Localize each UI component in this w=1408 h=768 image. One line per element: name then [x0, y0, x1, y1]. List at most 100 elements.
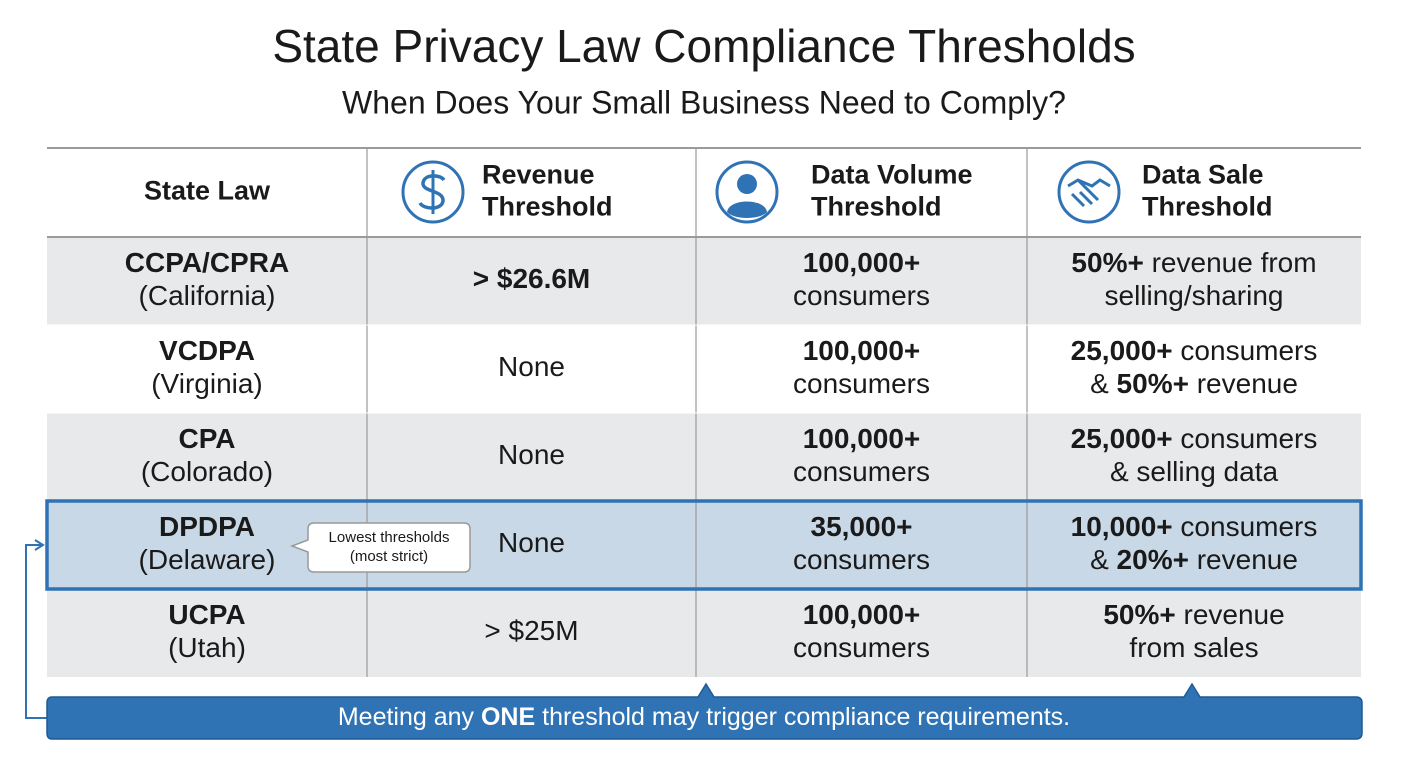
cell-text: 50%+ revenue: [1103, 599, 1284, 630]
cell-text: 100,000+: [803, 599, 921, 630]
text-segment: (Delaware): [139, 544, 276, 575]
cell-text: (Colorado): [141, 456, 273, 487]
text-segment: ONE: [481, 703, 535, 731]
text-segment: from sales: [1129, 632, 1258, 663]
revenue-icon: [401, 160, 465, 224]
cell-text: consumers: [793, 632, 930, 663]
highlight-border: [45, 499, 1363, 591]
text-segment: consumers: [1173, 335, 1318, 366]
text-segment: Meeting any: [338, 703, 481, 731]
column-header: Data Volume: [811, 160, 973, 190]
text-segment: None: [498, 527, 565, 558]
text-segment: revenue: [1176, 599, 1285, 630]
text-segment: UCPA: [168, 599, 245, 630]
row-background: [47, 413, 1361, 501]
text-segment: consumers: [1173, 423, 1318, 454]
column-header: Revenue: [482, 160, 595, 190]
text-segment: consumers: [1173, 511, 1318, 542]
subtitle: When Does Your Small Business Need to Co…: [342, 84, 1066, 120]
text-segment: 50%+: [1071, 247, 1143, 278]
column-header: State Law: [144, 176, 271, 206]
cell-text: None: [498, 439, 565, 470]
cell-text: (Utah): [168, 632, 246, 663]
text-segment: None: [498, 439, 565, 470]
text-segment: selling/sharing: [1105, 280, 1284, 311]
text-segment: revenue: [1189, 368, 1298, 399]
text-segment: DPDPA: [159, 511, 255, 542]
footer-banner: [46, 682, 1363, 740]
cell-text: 100,000+: [803, 335, 921, 366]
text-segment: VCDPA: [159, 335, 255, 366]
cell-text: 35,000+: [811, 511, 913, 542]
text-segment: 100,000+: [803, 335, 921, 366]
column-header: Threshold: [811, 192, 942, 222]
cell-text: consumers: [793, 544, 930, 575]
cell-text: from sales: [1129, 632, 1258, 663]
text-segment: 50%+: [1117, 368, 1189, 399]
text-segment: CPA: [178, 423, 235, 454]
text-segment: CCPA/CPRA: [125, 247, 289, 278]
cell-text: consumers: [793, 280, 930, 311]
cell-text: DPDPA: [159, 511, 255, 542]
text-segment: consumers: [793, 632, 930, 663]
cell-text: UCPA: [168, 599, 245, 630]
text-segment: & selling data: [1110, 456, 1279, 487]
cell-text: 25,000+ consumers: [1071, 423, 1318, 454]
row-background: [47, 237, 1361, 325]
text-segment: (Utah): [168, 632, 246, 663]
cell-text: > $26.6M: [473, 263, 591, 294]
bracket-line: [25, 544, 47, 719]
cell-text: (Delaware): [139, 544, 276, 575]
text-segment: 50%+: [1103, 599, 1175, 630]
cell-text: None: [498, 351, 565, 382]
text-segment: (California): [139, 280, 276, 311]
cell-text: & 50%+ revenue: [1090, 368, 1298, 399]
text-segment: 25,000+: [1071, 423, 1173, 454]
column-header: Threshold: [482, 192, 613, 222]
cell-text: & selling data: [1110, 456, 1279, 487]
cell-text: CCPA/CPRA: [125, 247, 289, 278]
row-background: [47, 501, 1361, 589]
row-background: [47, 325, 1361, 413]
person-icon: [715, 160, 779, 224]
handshake-icon: [1057, 160, 1121, 224]
footer-text: Meeting any ONE threshold may trigger co…: [338, 703, 1070, 731]
callout-text: (most strict): [350, 548, 428, 565]
text-segment: consumers: [793, 544, 930, 575]
text-segment: revenue from: [1144, 247, 1317, 278]
callout-text: Lowest thresholds: [329, 529, 450, 546]
cell-text: & 20%+ revenue: [1090, 544, 1298, 575]
text-segment: (Colorado): [141, 456, 273, 487]
text-segment: None: [498, 351, 565, 382]
text-segment: 100,000+: [803, 599, 921, 630]
bracket-arrow: [34, 539, 45, 551]
text-segment: > $26.6M: [473, 263, 591, 294]
cell-text: 50%+ revenue from: [1071, 247, 1316, 278]
text-segment: consumers: [793, 456, 930, 487]
text-segment: consumers: [793, 280, 930, 311]
cell-text: > $25M: [484, 615, 578, 646]
text-segment: (Virginia): [151, 368, 263, 399]
text-segment: 10,000+: [1071, 511, 1173, 542]
cell-text: consumers: [793, 456, 930, 487]
cell-text: CPA: [178, 423, 235, 454]
cell-text: 10,000+ consumers: [1071, 511, 1318, 542]
column-header: Threshold: [1142, 192, 1273, 222]
callout-bubble: [289, 522, 471, 573]
row-background: [47, 589, 1361, 677]
cell-text: VCDPA: [159, 335, 255, 366]
text-segment: &: [1090, 544, 1116, 575]
cell-text: (California): [139, 280, 276, 311]
cell-text: None: [498, 527, 565, 558]
cell-text: 100,000+: [803, 423, 921, 454]
cell-text: consumers: [793, 368, 930, 399]
cell-text: 25,000+ consumers: [1071, 335, 1318, 366]
text-segment: consumers: [793, 368, 930, 399]
text-segment: revenue: [1189, 544, 1298, 575]
text-segment: 35,000+: [811, 511, 913, 542]
text-segment: &: [1090, 368, 1116, 399]
text-segment: threshold may trigger compliance require…: [535, 703, 1070, 731]
